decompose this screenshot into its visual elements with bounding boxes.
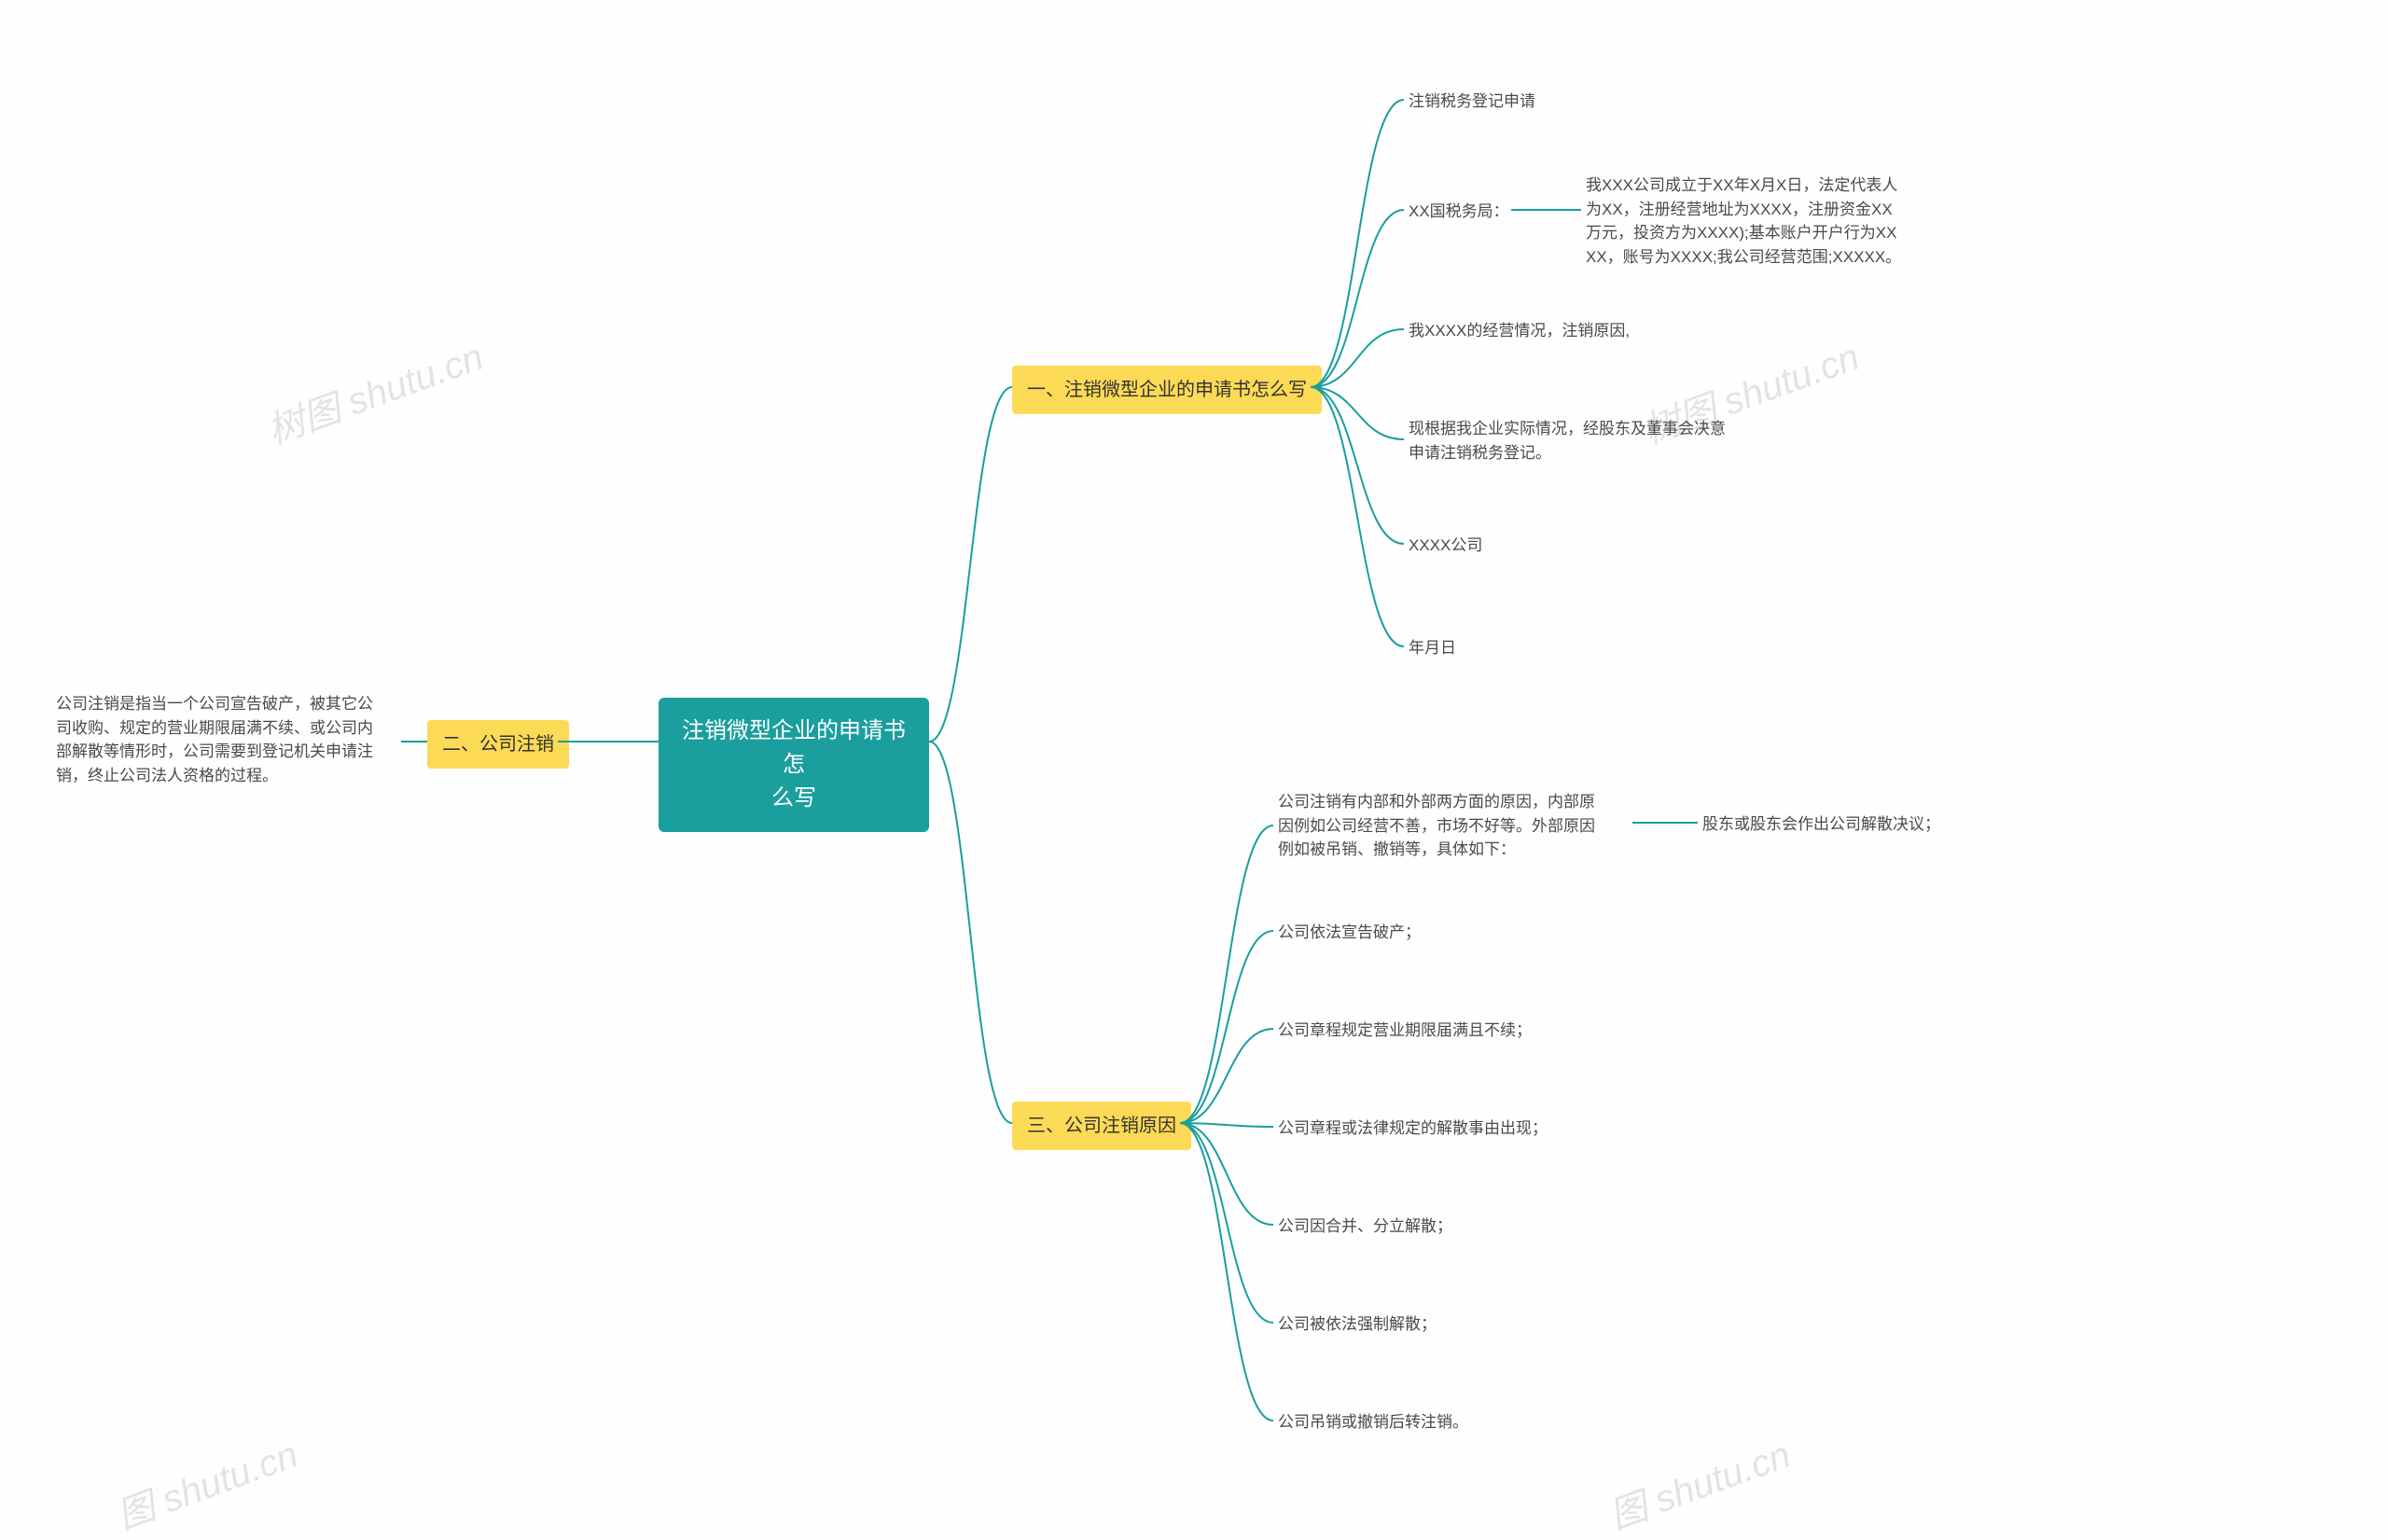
branch-3-leaf-1-detail: 股东或股东会作出公司解散决议； (1702, 811, 1940, 839)
branch-3-leaf-2: 公司依法宣告破产； (1278, 919, 1421, 947)
branch-1: 一、注销微型企业的申请书怎么写 (1012, 366, 1322, 414)
watermark-1: 树图 shutu.cn (258, 326, 490, 454)
branch-3: 三、公司注销原因 (1012, 1102, 1191, 1150)
branch-1-leaf-2-detail: 我XXX公司成立于XX年X月X日，法定代表人 为XX，注册经营地址为XXXX，注… (1586, 172, 1922, 271)
branch-3-leaf-4: 公司章程或法律规定的解散事由出现； (1278, 1115, 1548, 1143)
branch-3-leaf-1: 公司注销有内部和外部两方面的原因，内部原 因例如公司经营不善，市场不好等。外部原… (1278, 788, 1632, 864)
branch-2: 二、公司注销 (427, 720, 569, 769)
root-title: 注销微型企业的申请书怎 么写 (682, 718, 906, 811)
branch-1-leaf-6: 年月日 (1409, 634, 1456, 662)
branch-3-leaf-5: 公司因合并、分立解散； (1278, 1213, 1452, 1241)
branch-1-leaf-2: XX国税务局： (1409, 198, 1509, 226)
branch-2-leaf-1: 公司注销是指当一个公司宣告破产，被其它公 司收购、规定的营业期限届满不续、或公司… (56, 690, 401, 789)
branch-3-leaf-3: 公司章程规定营业期限届满且不续； (1278, 1017, 1532, 1045)
branch-1-leaf-5: XXXX公司 (1409, 532, 1482, 560)
root-node: 注销微型企业的申请书怎 么写 (659, 698, 929, 832)
branch-3-leaf-7: 公司吊销或撤销后转注销。 (1278, 1408, 1468, 1436)
branch-3-leaf-6: 公司被依法强制解散； (1278, 1311, 1437, 1339)
branch-1-leaf-4: 现根据我企业实际情况，经股东及董事会决意 申请注销税务登记。 (1409, 415, 1763, 466)
branch-1-leaf-1: 注销税务登记申请 (1409, 88, 1535, 116)
branch-1-label: 一、注销微型企业的申请书怎么写 (1027, 380, 1307, 400)
watermark-3: 图 shutu.cn (108, 1424, 304, 1540)
branch-1-leaf-3: 我XXXX的经营情况，注销原因, (1409, 317, 1630, 345)
branch-2-label: 二、公司注销 (442, 734, 554, 755)
branch-3-label: 三、公司注销原因 (1027, 1116, 1176, 1136)
watermark-4: 图 shutu.cn (1601, 1424, 1797, 1540)
